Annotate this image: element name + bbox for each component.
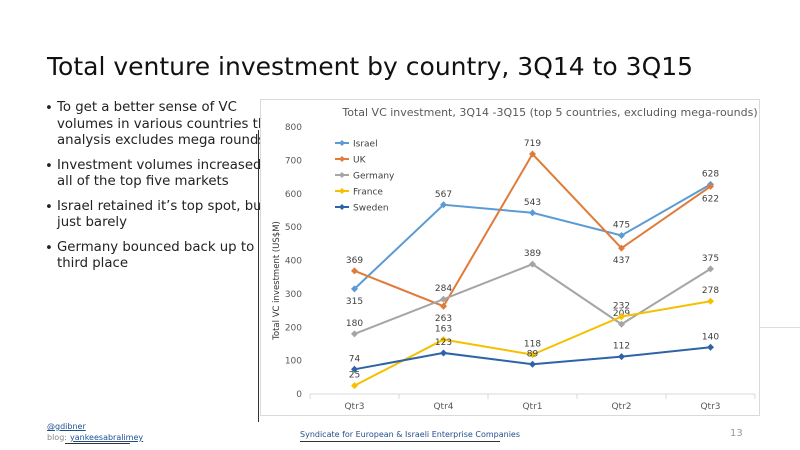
- x-tick-label: Qtr3: [700, 402, 720, 412]
- data-point: [707, 297, 714, 305]
- blog-label: blog:: [47, 433, 67, 442]
- data-point: [351, 365, 358, 373]
- legend-label: Israel: [353, 140, 378, 150]
- y-tick-label: 200: [285, 323, 302, 333]
- legend-label: Germany: [353, 172, 395, 182]
- data-label: 74: [349, 354, 361, 364]
- data-label: 284: [435, 284, 452, 294]
- bullet-item: Germany bounced back up to third place: [45, 240, 285, 273]
- y-tick-label: 500: [285, 223, 302, 233]
- data-point: [707, 265, 714, 273]
- y-tick-label: 300: [285, 290, 302, 300]
- divider-line: [258, 130, 259, 422]
- data-label: 232: [613, 302, 630, 312]
- y-tick-label: 100: [285, 357, 302, 367]
- data-label: 25: [349, 371, 360, 381]
- data-point: [440, 302, 447, 310]
- data-label: 375: [702, 254, 719, 264]
- data-label: 112: [613, 342, 630, 352]
- data-label: 140: [702, 332, 719, 342]
- legend-label: Sweden: [353, 204, 389, 214]
- y-tick-label: 800: [285, 123, 302, 133]
- footer-organization: Syndicate for European & Israeli Enterpr…: [300, 430, 521, 439]
- data-point: [529, 360, 536, 368]
- slide-title: Total venture investment by country, 3Q1…: [47, 52, 694, 81]
- bullet-item: Israel retained it’s top spot, but just …: [45, 199, 285, 232]
- legend-label: France: [353, 188, 383, 198]
- data-point: [351, 285, 358, 293]
- data-point: [529, 260, 536, 268]
- footer-underline: [300, 441, 500, 442]
- legend-marker: [339, 204, 345, 210]
- data-point: [618, 244, 625, 252]
- y-tick-label: 0: [296, 390, 302, 400]
- data-point: [618, 313, 625, 321]
- bullet-item: To get a better sense of VC volumes in v…: [45, 100, 285, 150]
- y-axis-label: Total VC investment (US$M): [272, 221, 282, 341]
- data-point: [618, 320, 625, 328]
- bullet-item: Investment volumes increased in all of t…: [45, 158, 285, 191]
- legend-marker: [339, 172, 345, 178]
- data-label: 180: [346, 319, 363, 329]
- data-point: [440, 349, 447, 357]
- page-number: 13: [730, 428, 743, 439]
- data-point: [351, 267, 358, 275]
- data-label: 567: [435, 190, 452, 200]
- footer-underline: [65, 443, 130, 444]
- chart-frame: [260, 99, 760, 416]
- data-point: [529, 209, 536, 217]
- legend-marker: [339, 140, 345, 146]
- data-point: [707, 343, 714, 351]
- data-point: [618, 231, 625, 239]
- data-label: 475: [613, 220, 630, 230]
- data-label: 543: [524, 198, 541, 208]
- data-label: 315: [346, 297, 363, 307]
- data-point: [440, 336, 447, 344]
- y-tick-label: 400: [285, 257, 302, 267]
- data-point: [618, 353, 625, 361]
- y-tick-label: 700: [285, 156, 302, 166]
- chart-container: Total VC investment, 3Q14 -3Q15 (top 5 c…: [260, 99, 760, 416]
- data-point: [529, 150, 536, 158]
- data-point: [351, 330, 358, 338]
- y-tick-label: 600: [285, 190, 302, 200]
- bullet-list: To get a better sense of VC volumes in v…: [45, 100, 285, 281]
- chart-title: Total VC investment, 3Q14 -3Q15 (top 5 c…: [341, 106, 757, 119]
- data-point: [529, 351, 536, 359]
- x-tick-label: Qtr3: [344, 402, 364, 412]
- twitter-handle-link[interactable]: @gdibner: [47, 422, 86, 431]
- blog-link[interactable]: yankeesabralimey: [70, 433, 144, 442]
- legend-marker: [339, 188, 345, 194]
- legend-marker: [339, 156, 345, 162]
- x-tick-label: Qtr1: [522, 402, 542, 412]
- data-label: 719: [524, 139, 541, 149]
- data-label: 622: [702, 194, 719, 204]
- data-point: [351, 382, 358, 390]
- divider-line: [755, 327, 800, 328]
- data-label: 437: [613, 256, 630, 266]
- x-tick-label: Qtr2: [611, 402, 631, 412]
- data-label: 123: [435, 338, 452, 348]
- data-point: [707, 182, 714, 190]
- data-point: [440, 295, 447, 303]
- legend-label: UK: [353, 156, 367, 166]
- data-label: 118: [524, 340, 541, 350]
- data-label: 263: [435, 314, 452, 324]
- data-label: 389: [524, 249, 541, 259]
- data-point: [440, 201, 447, 209]
- x-tick-label: Qtr4: [433, 402, 453, 412]
- data-label: 628: [702, 169, 719, 179]
- data-label: 278: [702, 286, 719, 296]
- data-label: 369: [346, 256, 363, 266]
- data-label: 163: [435, 325, 452, 335]
- data-label: 89: [527, 349, 539, 359]
- line-chart: Total VC investment, 3Q14 -3Q15 (top 5 c…: [260, 99, 760, 416]
